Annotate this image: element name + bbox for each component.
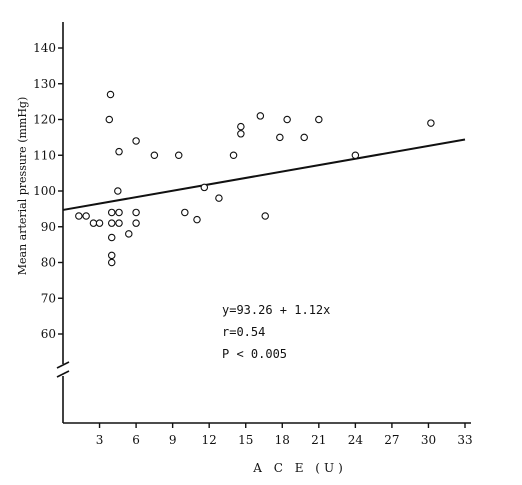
data-point <box>229 151 238 160</box>
x-tick-label: 18 <box>275 433 290 447</box>
y-tick-label: 140 <box>33 41 56 55</box>
data-point <box>115 208 123 217</box>
data-point <box>351 151 360 160</box>
x-tick-label: 6 <box>132 433 140 447</box>
data-point <box>315 115 323 124</box>
data-point <box>132 219 140 227</box>
data-point <box>75 212 83 220</box>
data-point <box>107 251 116 260</box>
data-point <box>114 187 122 195</box>
data-point <box>200 183 209 192</box>
x-tick-label: 27 <box>384 433 399 447</box>
x-tick-label: 3 <box>96 433 104 447</box>
data-point <box>237 122 245 131</box>
data-point <box>106 90 115 99</box>
y-axis-title: Mean arterial pressure (mmHg) <box>16 97 29 276</box>
y-tick-label: 90 <box>41 220 56 234</box>
data-point <box>107 233 116 242</box>
p-value: P < 0.005 <box>222 347 287 361</box>
data-point <box>105 115 114 124</box>
x-tick-label: 30 <box>421 433 436 447</box>
data-point <box>427 119 435 127</box>
data-point <box>107 208 116 217</box>
y-tick-label: 130 <box>33 77 56 91</box>
data-point <box>193 215 201 224</box>
data-point <box>174 151 183 160</box>
data-point <box>115 147 123 156</box>
x-axis-title: A C E (U) <box>252 461 347 475</box>
regression-line <box>62 138 466 211</box>
data-point <box>276 133 284 142</box>
data-point <box>283 115 291 124</box>
x-tick-label: 21 <box>311 433 326 447</box>
break-slash-upper <box>56 361 70 369</box>
data-point <box>150 151 159 160</box>
regression-equation: y=93.26 + 1.12x <box>222 303 330 317</box>
correlation-coefficient: r=0.54 <box>222 325 265 339</box>
data-point <box>215 194 223 202</box>
y-tick-label: 60 <box>41 327 56 341</box>
x-axis-ticks: 3 6 9 12 15 18 21 24 27 30 33 <box>96 423 473 447</box>
x-tick-label: 33 <box>457 433 472 447</box>
data-point <box>132 208 140 217</box>
x-tick-label: 12 <box>202 433 217 447</box>
axes <box>56 22 471 424</box>
data-point <box>132 137 140 145</box>
data-point <box>95 219 104 227</box>
data-point <box>300 133 308 142</box>
y-axis-ticks: 60 70 80 90 100 110 120 130 140 <box>33 41 63 341</box>
y-tick-label: 120 <box>33 113 56 127</box>
data-point <box>82 212 90 220</box>
data-point <box>256 112 265 120</box>
x-tick-label: 24 <box>348 433 364 447</box>
x-tick-label: 9 <box>169 433 177 447</box>
y-tick-label: 70 <box>41 291 56 305</box>
y-tick-label: 100 <box>33 184 56 198</box>
y-axis-break-mark <box>56 361 70 378</box>
data-point <box>107 258 116 267</box>
data-points <box>75 90 435 267</box>
data-point <box>115 219 123 227</box>
data-point <box>125 230 133 238</box>
data-point <box>107 219 116 227</box>
data-point <box>237 130 245 138</box>
data-point <box>261 212 269 220</box>
y-tick-label: 80 <box>41 256 56 270</box>
x-tick-label: 15 <box>238 433 253 447</box>
data-point <box>181 208 189 217</box>
data-point <box>89 219 98 227</box>
y-tick-label: 110 <box>33 148 56 162</box>
break-slash-lower <box>56 370 70 378</box>
